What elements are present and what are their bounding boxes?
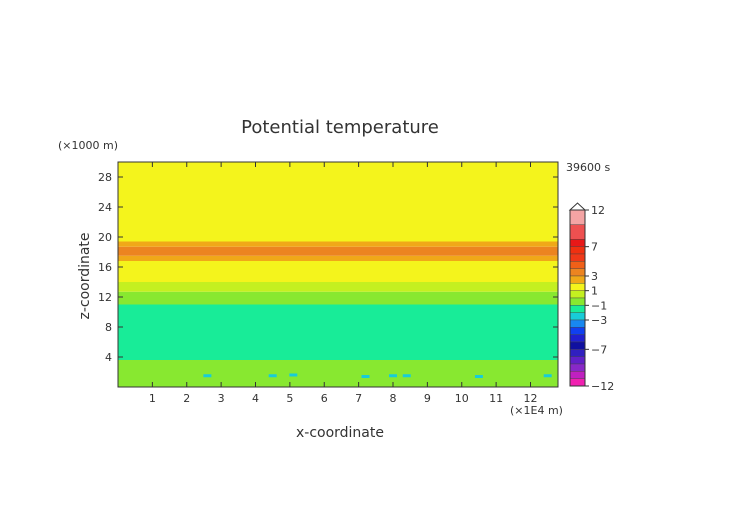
colorbar-level-21: [569, 378, 586, 387]
colorbar: [568, 202, 587, 387]
band-4: [118, 261, 558, 282]
colorbar-label: 12: [591, 204, 605, 217]
band-1: [118, 304, 558, 360]
x-tick-label: 8: [390, 392, 397, 405]
chart-title: Potential temperature: [241, 117, 439, 138]
colorbar-frame: [569, 209, 586, 387]
patch-7: [543, 374, 552, 378]
y-tick-label: 28: [98, 171, 112, 184]
x-axis-title: x-coordinate: [296, 425, 384, 441]
x-tick-label: 11: [489, 392, 503, 405]
x-unit-label: (×1E4 m): [510, 404, 563, 417]
y-tick-label: 12: [98, 291, 112, 304]
patch-5: [402, 374, 411, 378]
colorbar-level-13: [569, 319, 586, 328]
x-tick-label: 9: [424, 392, 431, 405]
colorbar-level-8: [569, 283, 586, 291]
y-axis: 4 8 12 16 20 24 28: [98, 171, 558, 364]
colorbar-level-2: [569, 239, 586, 247]
plot-frame: [117, 161, 559, 388]
colorbar-level-18: [569, 356, 586, 365]
colorbar-level-19: [569, 363, 586, 372]
band-7: [118, 241, 558, 247]
y-axis-title: z-coordinate: [77, 232, 93, 319]
band-5: [118, 255, 558, 261]
colorbar-level-11: [569, 305, 586, 313]
x-axis: 1 2 3 4 5 6 7 8 9 10 11 12: [149, 162, 538, 405]
colorbar-level-15: [569, 334, 586, 343]
y-tick-label: 20: [98, 231, 112, 244]
y-tick-label: 8: [105, 321, 112, 334]
colorbar-level-17: [569, 349, 586, 357]
x-tick-label: 2: [183, 392, 190, 405]
patch-6: [474, 375, 483, 378]
colorbar-label: −3: [591, 314, 607, 327]
time-label: 39600 s: [566, 161, 610, 174]
patch-3: [361, 375, 370, 378]
colorbar-label: 3: [591, 270, 598, 283]
plot-area: [118, 162, 558, 387]
colorbar-labels: 12 7 3 1−1 −3 −7 −12: [585, 204, 614, 393]
colorbar-label: −7: [591, 343, 607, 356]
colorbar-level-7: [569, 275, 586, 284]
colorbar-label: −12: [591, 380, 614, 393]
y-tick-label: 24: [98, 201, 112, 214]
colorbar-level-4: [569, 253, 586, 262]
band-8: [118, 162, 558, 242]
band-2: [118, 291, 558, 305]
colorbar-label: 1: [591, 285, 598, 298]
colorbar-level-5: [569, 261, 586, 269]
x-tick-label: 10: [455, 392, 469, 405]
patch-1: [268, 374, 277, 378]
x-tick-label: 6: [321, 392, 328, 405]
colorbar-level-3: [569, 246, 586, 255]
colorbar-level-16: [569, 341, 586, 350]
x-tick-label: 3: [218, 392, 225, 405]
colorbar-level-9: [569, 290, 586, 299]
x-tick-label: 7: [355, 392, 362, 405]
band-3: [118, 282, 558, 292]
x-tick-label: 4: [252, 392, 259, 405]
x-tick-label: 12: [524, 392, 538, 405]
colorbar-level-20: [569, 371, 586, 379]
colorbar-level-1: [569, 224, 586, 240]
colorbar-top-arrow: [568, 202, 587, 211]
x-tick-label: 1: [149, 392, 156, 405]
colorbar-level-6: [569, 268, 586, 277]
patch-2: [289, 373, 298, 377]
x-tick-label: 5: [286, 392, 293, 405]
colorbar-label: −1: [591, 299, 607, 312]
band-6: [118, 246, 558, 256]
y-tick-label: 4: [105, 351, 112, 364]
colorbar-level-12: [569, 312, 586, 321]
colorbar-level-14: [569, 327, 586, 335]
plot-patches: [203, 373, 552, 378]
band-0: [118, 360, 558, 387]
colorbar-level-10: [569, 297, 586, 306]
y-tick-label: 16: [98, 261, 112, 274]
y-unit-label: (×1000 m): [58, 139, 118, 152]
colorbar-level-0: [569, 209, 586, 225]
colorbar-label: 7: [591, 241, 598, 254]
patch-4: [389, 374, 397, 378]
patch-0: [203, 374, 212, 378]
